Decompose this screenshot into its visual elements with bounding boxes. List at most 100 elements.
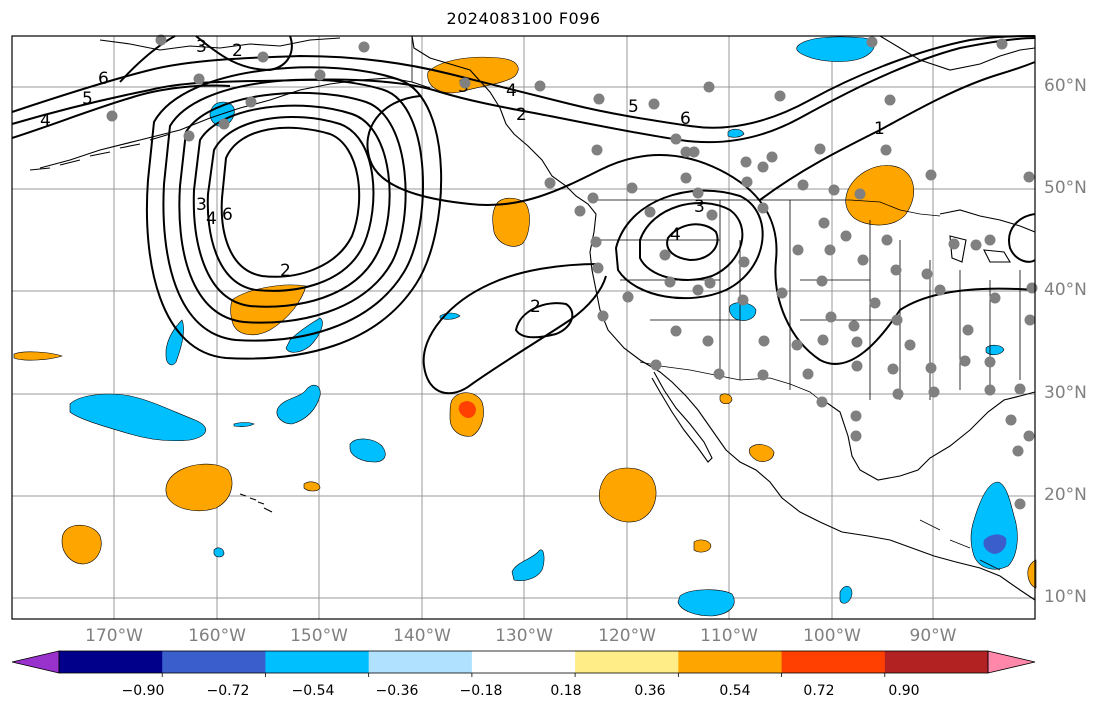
colorbar-tick-label: −0.18	[459, 683, 503, 699]
station-marker	[825, 311, 837, 323]
station-marker	[155, 34, 167, 46]
station-marker	[106, 110, 118, 122]
station-marker	[934, 284, 946, 296]
baja-california-coastline	[651, 371, 713, 463]
positive-anomaly-patch	[845, 165, 914, 226]
station-marker	[887, 363, 899, 375]
colorbar	[11, 650, 1036, 677]
station-marker	[828, 184, 840, 196]
contour-label: 4	[206, 209, 217, 229]
station-marker	[850, 430, 862, 442]
station-marker	[866, 36, 878, 48]
station-marker	[622, 291, 634, 303]
station-marker	[766, 151, 778, 163]
station-marker	[659, 249, 671, 261]
xtick-label: 170°W	[85, 626, 143, 646]
colorbar-tick-label: 0.18	[550, 683, 582, 699]
station-marker	[797, 179, 809, 191]
colorbar-segment	[162, 651, 266, 673]
contour-line	[1008, 213, 1036, 263]
station-marker	[218, 118, 230, 130]
station-marker	[1012, 445, 1024, 457]
station-marker	[892, 388, 904, 400]
colorbar-tick-label: −0.54	[291, 683, 335, 699]
station-marker	[702, 335, 714, 347]
station-marker	[884, 94, 896, 106]
negative-anomaly-patch	[511, 549, 545, 581]
station-marker	[758, 335, 770, 347]
station-marker	[314, 69, 326, 81]
station-marker	[851, 360, 863, 372]
ytick-label: 50°N	[1044, 178, 1087, 198]
contour-label: 1	[874, 119, 885, 139]
station-marker	[664, 276, 676, 288]
plot-title: 2024083100 F096	[446, 9, 601, 28]
contour-label: 2	[280, 261, 291, 281]
observation-stations	[106, 34, 1038, 510]
central-america-borders	[919, 519, 1001, 571]
colorbar-segment	[265, 651, 370, 673]
contour-line	[11, 35, 1036, 129]
station-marker	[193, 73, 205, 85]
station-marker	[459, 77, 471, 89]
contour-line	[195, 35, 293, 72]
station-marker	[814, 143, 826, 155]
contour-label: 3	[196, 37, 207, 57]
station-marker	[670, 325, 682, 337]
station-marker	[680, 146, 692, 158]
moderate-negative-anomaly-patch	[983, 534, 1007, 554]
negative-anomaly-patch	[727, 128, 745, 138]
station-marker	[984, 384, 996, 396]
colorbar-segment	[781, 651, 886, 673]
negative-anomaly-patch	[796, 36, 875, 62]
station-marker	[824, 244, 836, 256]
station-marker	[650, 359, 662, 371]
station-marker	[840, 230, 852, 242]
station-marker	[183, 130, 195, 142]
colorbar-segment	[59, 651, 163, 673]
station-marker	[996, 38, 1008, 50]
station-marker	[741, 176, 753, 188]
station-marker	[593, 93, 605, 105]
station-marker	[890, 264, 902, 276]
colorbar-segment	[884, 651, 989, 673]
contour-label: 4	[506, 81, 517, 101]
gulf-coast	[819, 391, 1036, 481]
ytick-label: 10°N	[1044, 587, 1087, 607]
colorbar-segment	[575, 651, 679, 673]
colorbar-tick-label: −0.72	[206, 683, 250, 699]
station-marker	[857, 254, 869, 266]
station-marker	[597, 310, 609, 322]
negative-anomaly-patch	[970, 481, 1018, 570]
station-marker	[989, 292, 1001, 304]
negative-anomaly-patch	[276, 384, 321, 425]
station-marker	[817, 334, 829, 346]
station-marker	[1024, 314, 1036, 326]
positive-anomaly-patch	[303, 481, 321, 492]
station-marker	[984, 356, 996, 368]
contours	[11, 35, 1036, 395]
xtick-label: 90°W	[909, 626, 957, 646]
station-marker	[850, 410, 862, 422]
positive-anomaly-patch	[492, 197, 530, 247]
xtick-label: 150°W	[290, 626, 348, 646]
colorbar-segment	[678, 651, 783, 673]
colorbar-tick-label: 0.90	[888, 683, 920, 699]
station-marker	[891, 314, 903, 326]
station-marker	[757, 202, 769, 214]
station-marker	[680, 172, 692, 184]
station-marker	[854, 188, 866, 200]
negative-anomaly-patch	[349, 438, 386, 463]
hawaii-islands	[239, 493, 273, 513]
station-marker	[704, 277, 716, 289]
contour-line	[178, 91, 407, 324]
positive-anomaly-patch	[165, 463, 233, 511]
hudson-bay-coastline	[879, 35, 1036, 71]
station-marker	[880, 144, 892, 156]
contour-label: 2	[232, 41, 243, 61]
negative-anomaly-patch	[677, 589, 735, 617]
xtick-label: 160°W	[188, 626, 246, 646]
station-marker	[928, 386, 940, 398]
negative-anomaly-patch	[69, 393, 206, 442]
